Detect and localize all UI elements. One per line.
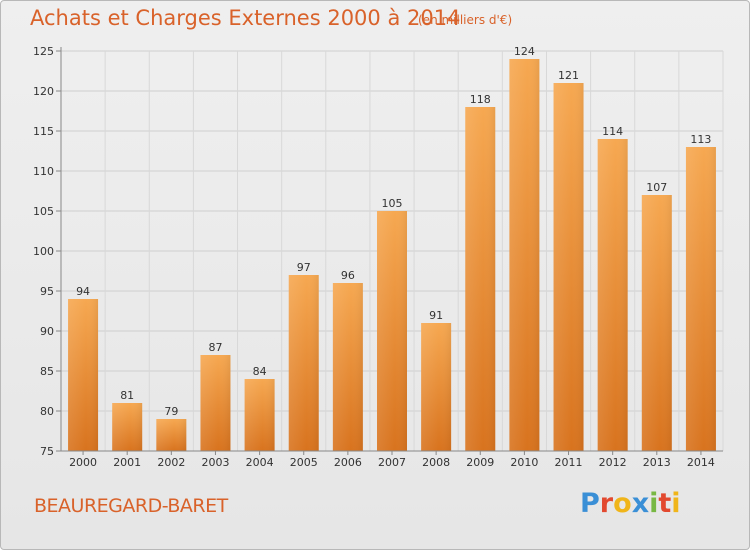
- bar-shading: [685, 147, 716, 451]
- bar-value-label: 121: [558, 69, 579, 82]
- x-tick-label: 2002: [157, 456, 185, 469]
- y-tick-label: 85: [40, 365, 54, 378]
- bar-shading: [421, 323, 452, 451]
- bar-value-label: 105: [382, 197, 403, 210]
- bar-value-label: 107: [646, 181, 667, 194]
- bar-shading: [377, 211, 407, 451]
- y-tick-label: 120: [33, 85, 54, 98]
- bars: 94 81 79 87 84 97 96 105 91 118 124 121 114 107 113: [68, 45, 716, 451]
- y-tick-label: 90: [40, 325, 54, 338]
- bar-shading: [200, 355, 231, 451]
- brand-letter: P: [580, 488, 600, 519]
- brand-letter: i: [649, 488, 659, 519]
- bar-shading: [641, 195, 672, 451]
- axes: 75 80 85 90 95 100 105 110 115 120 125 2000 2001 2002…: [33, 45, 723, 469]
- x-tick-label: 2010: [510, 456, 538, 469]
- x-tick-label: 2014: [687, 456, 715, 469]
- commune-name: BEAUREGARD-BARET: [34, 495, 228, 517]
- bar-value-label: 113: [690, 133, 711, 146]
- y-tick-label: 80: [40, 405, 54, 418]
- x-tick-label: 2012: [599, 456, 627, 469]
- bar-shading: [244, 379, 275, 451]
- bar-shading: [597, 139, 628, 451]
- y-tick-label: 100: [33, 245, 54, 258]
- y-tick-label: 105: [33, 205, 54, 218]
- brand-letter: i: [671, 488, 681, 519]
- bar-value-label: 96: [341, 269, 355, 282]
- bar-value-label: 124: [514, 45, 535, 58]
- bar-shading: [332, 283, 363, 451]
- brand-letter: x: [631, 488, 650, 519]
- bar-shading: [509, 59, 540, 451]
- bar-value-label: 91: [429, 309, 443, 322]
- y-tick-label: 95: [40, 285, 54, 298]
- bar-value-label: 79: [164, 405, 178, 418]
- y-tick-label: 125: [33, 45, 54, 58]
- bar-shading: [288, 275, 319, 451]
- bar-shading: [68, 299, 99, 451]
- x-tick-label: 2008: [422, 456, 450, 469]
- bar-shading: [156, 419, 187, 451]
- bar-value-label: 87: [208, 341, 222, 354]
- y-tick-label: 115: [33, 125, 54, 138]
- bar-shading: [112, 403, 143, 451]
- x-tick-label: 2009: [466, 456, 494, 469]
- bar-value-label: 97: [297, 261, 311, 274]
- bar-value-label: 118: [470, 93, 491, 106]
- y-tick-label: 110: [33, 165, 54, 178]
- brand-letter: t: [658, 488, 672, 519]
- bar-value-label: 81: [120, 389, 134, 402]
- x-tick-label: 2003: [201, 456, 229, 469]
- bar-value-label: 94: [76, 285, 90, 298]
- chart-title: Achats et Charges Externes 2000 à 2014: [30, 6, 461, 30]
- bar-shading: [465, 107, 496, 451]
- y-tick-label: 75: [40, 445, 54, 458]
- brand-letter: r: [599, 488, 614, 519]
- x-tick-label: 2007: [378, 456, 406, 469]
- x-tick-label: 2006: [334, 456, 362, 469]
- x-tick-label: 2005: [290, 456, 318, 469]
- bar-value-label: 84: [253, 365, 267, 378]
- bar-value-label: 114: [602, 125, 623, 138]
- x-tick-label: 2013: [643, 456, 671, 469]
- bar-shading: [553, 83, 584, 451]
- brand-letter: o: [613, 488, 632, 519]
- x-tick-label: 2011: [555, 456, 583, 469]
- x-tick-label: 2004: [246, 456, 274, 469]
- x-tick-label: 2000: [69, 456, 97, 469]
- x-tick-label: 2001: [113, 456, 141, 469]
- brand-logo: Proxiti: [580, 488, 681, 519]
- chart-unit: (en milliers d'€): [418, 13, 513, 27]
